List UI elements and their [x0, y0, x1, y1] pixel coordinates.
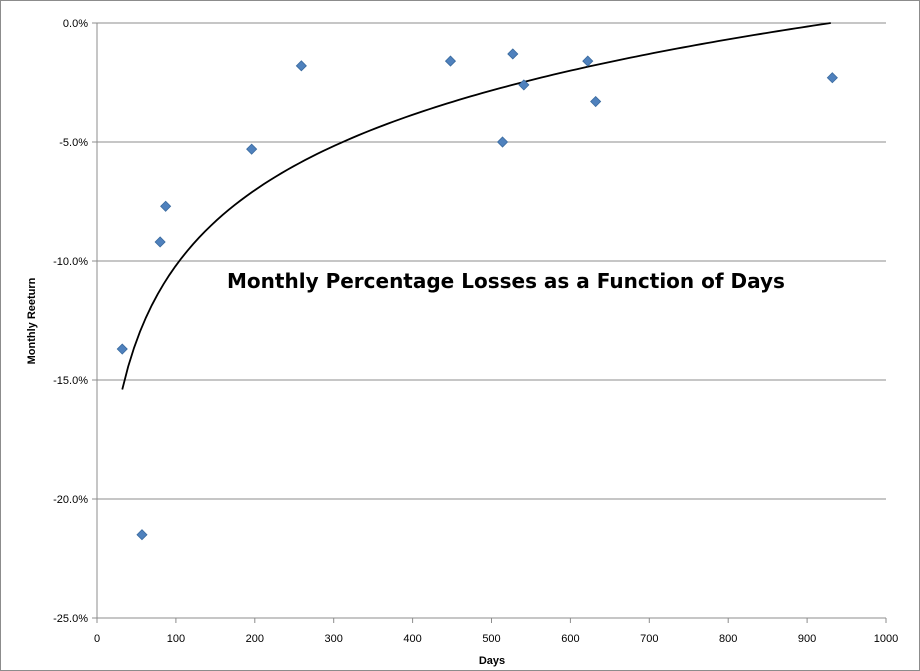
data-point-diamond [136, 529, 148, 541]
y-tick-label: -25.0% [53, 613, 88, 625]
data-point-diamond [160, 200, 172, 212]
data-point-diamond [826, 72, 838, 84]
data-point-diamond [590, 95, 602, 108]
trendline-layer [121, 22, 831, 390]
data-point-diamond [444, 55, 457, 67]
data-point-diamond [154, 236, 166, 248]
data-point-diamond [507, 48, 519, 60]
x-tick-label: 500 [482, 633, 500, 645]
y-axis-title: Monthly Reeturn [26, 277, 38, 364]
x-tick-label: 0 [94, 633, 100, 645]
y-tick-label: 0.0% [63, 18, 88, 30]
data-point-diamond [496, 136, 509, 148]
data-point-diamond [582, 55, 594, 67]
data-points [116, 48, 838, 541]
x-tick-label: 800 [719, 633, 737, 645]
axes [92, 22, 887, 623]
x-tick-label: 400 [403, 633, 421, 645]
x-tick-label: 300 [325, 633, 343, 645]
x-tick-label: 200 [246, 633, 264, 645]
x-tick-label: 1000 [874, 633, 898, 645]
gridlines [97, 22, 886, 619]
data-point-diamond [295, 60, 307, 72]
x-tick-label: 600 [561, 633, 579, 645]
x-tick-label: 700 [640, 633, 658, 645]
x-tick-label: 100 [167, 633, 185, 645]
x-axis-title: Days [479, 655, 505, 667]
tick-labels: 0.0% -5.0% -10.0% -15.0% -20.0% -25.0% 0 100 200… [53, 18, 898, 645]
data-point-diamond [518, 79, 530, 91]
data-point-diamond [116, 343, 128, 355]
x-tick-label: 900 [798, 633, 816, 645]
log-trendline [121, 22, 831, 390]
data-point-diamond [246, 143, 258, 155]
y-tick-label: -10.0% [53, 256, 88, 268]
y-tick-label: -20.0% [53, 494, 88, 506]
chart-title: Monthly Percentage Losses as a Function … [227, 269, 785, 293]
y-tick-label: -5.0% [59, 137, 88, 149]
y-tick-label: -15.0% [53, 375, 88, 387]
